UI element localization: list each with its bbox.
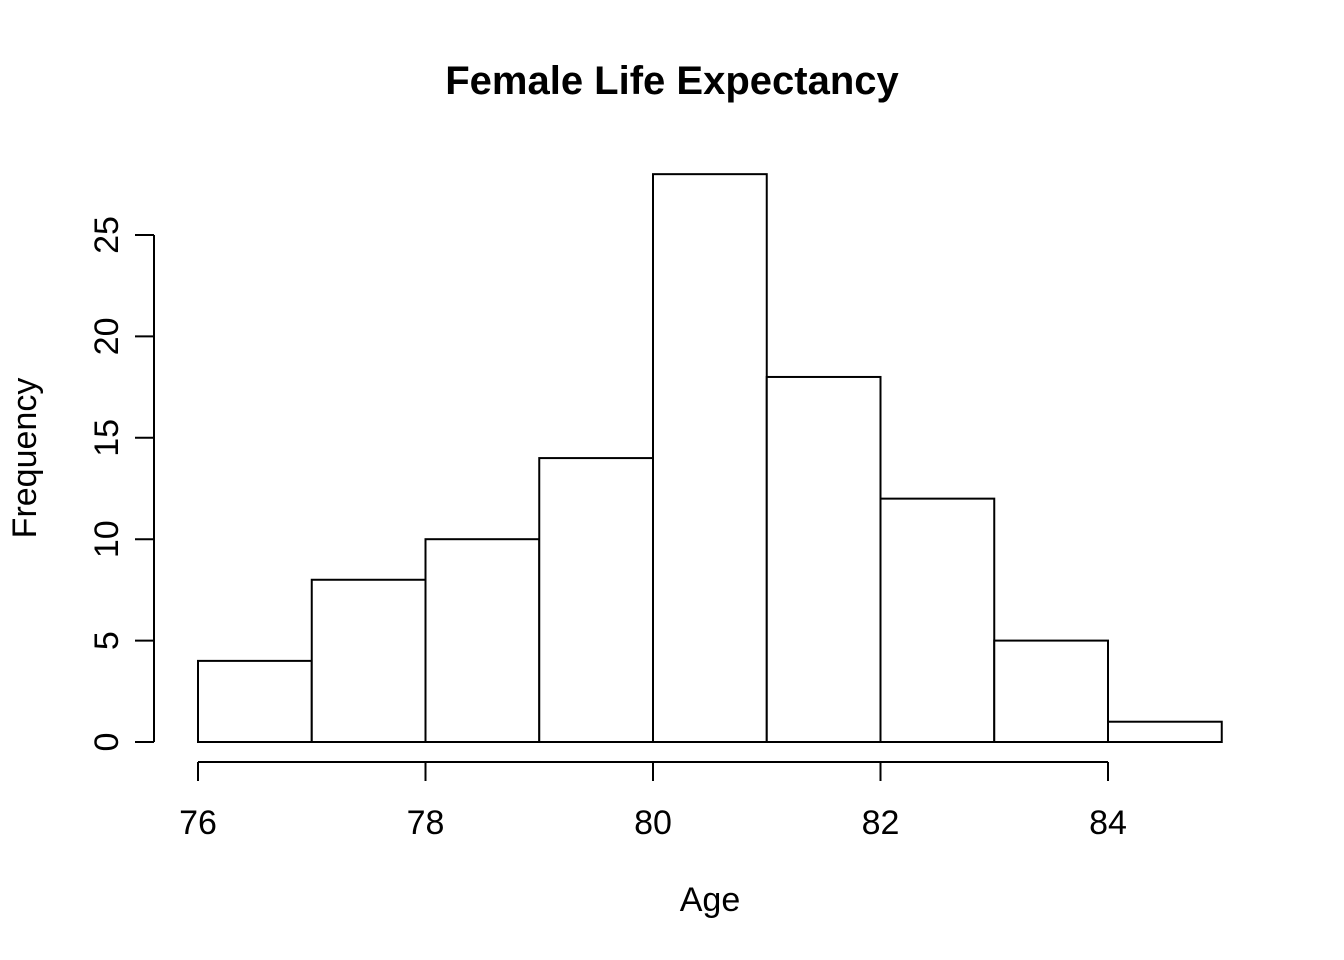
x-tick-label: 76: [179, 804, 217, 842]
histogram-bar: [310, 578, 427, 744]
y-axis-label: Frequency: [6, 378, 44, 539]
histogram-bar: [879, 497, 996, 744]
y-tick-label: 0: [88, 733, 126, 752]
histogram-bar: [652, 173, 768, 744]
histogram-bar: [1107, 720, 1223, 743]
y-tick-label: 20: [88, 317, 126, 355]
histogram-bar: [424, 538, 541, 744]
x-tick-label: 82: [862, 804, 900, 842]
y-tick-label: 15: [88, 419, 126, 457]
y-tick-label: 5: [88, 631, 126, 650]
histogram-bar: [538, 457, 654, 743]
y-axis: 0 5 10 15 20 25: [88, 216, 155, 752]
histogram-bar: [765, 375, 882, 743]
histogram-bars: [197, 173, 1223, 744]
x-tick-label: 78: [407, 804, 445, 842]
histogram-bar: [993, 639, 1109, 743]
chart-title: Female Life Expectancy: [445, 59, 899, 103]
y-tick-label: 25: [88, 216, 126, 254]
y-tick-label: 10: [88, 520, 126, 558]
x-tick-label: 80: [634, 804, 672, 842]
histogram-bar: [197, 659, 313, 744]
x-axis-label: Age: [680, 881, 741, 919]
x-tick-label: 84: [1089, 804, 1127, 842]
x-axis: 76 78 80 82 84: [179, 761, 1127, 842]
